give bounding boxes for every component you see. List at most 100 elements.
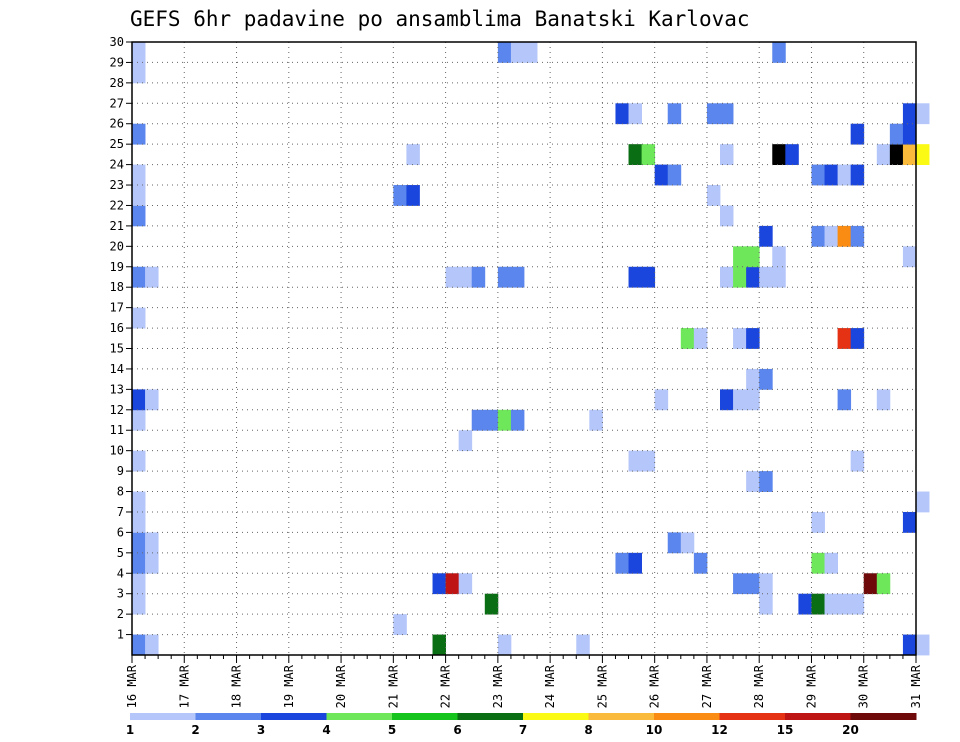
heatmap-cell <box>497 266 512 288</box>
heatmap-cell <box>798 593 812 615</box>
heatmap-cell <box>667 532 682 554</box>
heatmap-cell <box>746 266 760 288</box>
heatmap-cell <box>145 532 159 554</box>
colorbar-label: 15 <box>777 723 794 737</box>
y-tick-label: 4 <box>117 566 124 580</box>
grid-lines <box>132 42 916 655</box>
heatmap-cell <box>916 491 930 513</box>
heatmap-cell <box>132 491 146 513</box>
x-tick-label: 28 MAR <box>752 664 766 708</box>
colorbar-label: 20 <box>842 723 859 737</box>
colorbar-segment <box>785 713 851 720</box>
heatmap-cell <box>720 389 734 411</box>
heatmap-cell <box>432 573 446 595</box>
heatmap-cell <box>628 266 642 288</box>
heatmap-cell <box>733 328 747 349</box>
plot-frame <box>131 41 917 656</box>
heatmap-cell <box>458 573 473 595</box>
colorbar-segment <box>654 713 720 720</box>
heatmap-cell <box>510 42 525 63</box>
x-tick-label: 30 MAR <box>857 664 871 708</box>
heatmap-cell <box>916 103 930 125</box>
x-tick-label: 16 MAR <box>125 664 139 708</box>
heatmap-cell <box>811 225 825 247</box>
y-tick-label: 18 <box>110 280 124 294</box>
colorbar-segment <box>588 713 655 720</box>
heatmap-cell <box>824 225 838 247</box>
heatmap-cell <box>615 552 629 574</box>
heatmap-cell <box>524 42 538 63</box>
heatmap-cell <box>811 511 825 533</box>
colorbar-label: 8 <box>584 723 592 737</box>
heatmap-cell <box>132 185 146 206</box>
heatmap-cell <box>720 205 734 227</box>
y-tick-label: 24 <box>110 158 124 172</box>
heatmap-cell <box>432 634 446 656</box>
heatmap-cell <box>406 185 420 206</box>
heatmap-cell <box>876 573 891 595</box>
heatmap-cell <box>445 266 460 288</box>
heatmap-cell <box>680 328 695 349</box>
y-tick-label: 19 <box>110 260 124 274</box>
x-tick-label: 25 MAR <box>595 664 609 708</box>
heatmap-cell <box>471 266 486 288</box>
heatmap-cell <box>132 552 146 574</box>
heatmap-cell <box>759 368 773 390</box>
heatmap-cell <box>837 164 852 186</box>
y-tick-label: 11 <box>110 423 124 437</box>
y-tick-label: 9 <box>117 464 124 478</box>
heatmap-cell <box>850 123 865 145</box>
heatmap-cell <box>145 552 159 574</box>
y-tick-label: 3 <box>117 587 124 601</box>
y-tick-label: 12 <box>110 403 124 417</box>
heatmap-cell <box>902 144 917 165</box>
y-tick-label: 21 <box>110 219 124 233</box>
heatmap-cell <box>132 532 146 554</box>
heatmap-cell <box>132 205 146 227</box>
x-tick-label: 20 MAR <box>334 664 348 708</box>
heatmap-cell <box>811 593 825 615</box>
heatmap-cell <box>785 144 799 165</box>
heatmap-cell <box>733 389 747 411</box>
heatmap-cell <box>876 144 891 165</box>
heatmap-cell <box>132 307 146 329</box>
colorbar-segment <box>326 713 393 720</box>
heatmap-cell <box>733 573 747 595</box>
x-tick-label: 29 MAR <box>804 664 818 708</box>
colorbar-label: 12 <box>711 723 728 737</box>
y-axis: 1234567891011121314151617181920212223242… <box>110 35 132 642</box>
heatmap-cell <box>132 266 146 288</box>
y-tick-label: 10 <box>110 444 124 458</box>
colorbar-segment <box>195 713 262 720</box>
heatmap-cell <box>772 266 786 288</box>
heatmap-cell <box>132 573 146 595</box>
heatmap-cell <box>876 389 891 411</box>
heatmap-cell <box>902 246 917 268</box>
heatmap-cell <box>733 266 747 288</box>
heatmap-cell <box>693 328 708 349</box>
y-tick-label: 17 <box>110 301 124 315</box>
heatmap-cell <box>654 389 669 411</box>
heatmap-cell <box>132 164 146 186</box>
heatmap-cell <box>693 552 708 574</box>
x-tick-label: 22 MAR <box>439 664 453 708</box>
heatmap-cell <box>772 42 786 63</box>
heatmap-cell <box>811 164 825 186</box>
heatmap-cell <box>132 123 146 145</box>
heatmap-cell <box>641 266 656 288</box>
heatmap-cell <box>667 103 682 125</box>
heatmap-cell <box>406 144 420 165</box>
heatmap-cell <box>759 225 773 247</box>
y-tick-label: 27 <box>110 96 124 110</box>
y-tick-label: 13 <box>110 382 124 396</box>
y-tick-label: 30 <box>110 35 124 49</box>
y-tick-label: 2 <box>117 607 124 621</box>
heatmap-cell <box>837 225 852 247</box>
heatmap-cell <box>850 225 865 247</box>
heatmap-cell <box>772 246 786 268</box>
heatmap-cell <box>720 266 734 288</box>
heatmap-cell <box>811 552 825 574</box>
heatmap-cell <box>746 471 760 492</box>
heatmap-cell <box>458 266 473 288</box>
